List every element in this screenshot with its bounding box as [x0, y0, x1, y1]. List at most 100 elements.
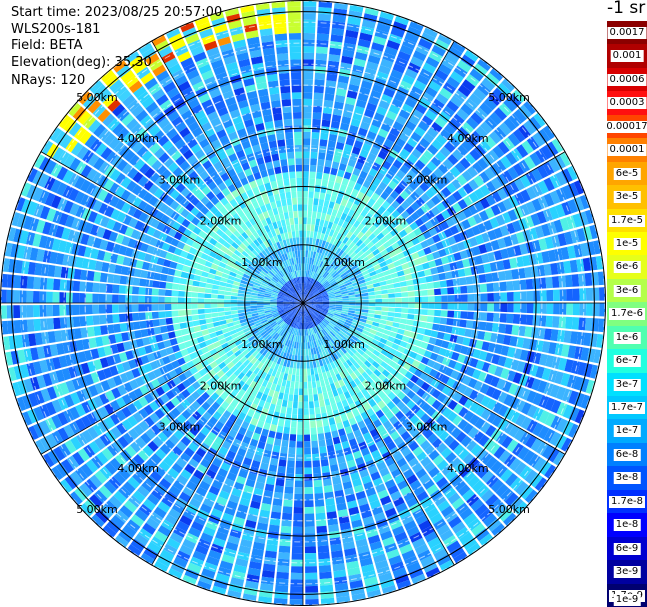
range-gate-cell: [316, 171, 323, 180]
range-gate-cell: [432, 98, 445, 111]
range-gate-cell: [368, 207, 377, 216]
range-gate-cell: [307, 315, 312, 322]
range-gate-cell: [305, 579, 318, 587]
range-gate-cell: [318, 0, 333, 8]
range-gate-cell: [295, 467, 303, 475]
range-gate-cell: [391, 343, 400, 351]
range-gate-cell: [304, 513, 315, 521]
range-gate-cell: [339, 183, 347, 192]
range-gate-cell: [352, 236, 360, 244]
range-gate-cell: [365, 376, 374, 385]
range-gate-cell: [32, 290, 40, 303]
range-gate-cell: [391, 396, 401, 406]
range-gate-cell: [453, 343, 463, 353]
range-gate-cell: [485, 194, 496, 206]
range-gate-cell: [318, 314, 325, 320]
range-gate-cell: [382, 241, 391, 249]
range-gate-cell: [274, 485, 284, 493]
range-gate-cell: [339, 363, 347, 372]
range-gate-cell: [322, 319, 329, 325]
range-gate-cell: [343, 143, 353, 153]
range-gate-cell: [315, 295, 322, 299]
range-gate-cell: [539, 303, 547, 314]
range-gate-cell: [276, 425, 284, 434]
range-gate-cell: [325, 404, 332, 413]
range-gate-cell: [419, 181, 430, 192]
range-gate-cell: [314, 486, 323, 494]
range-gate-cell: [503, 394, 514, 407]
range-gate-cell: [406, 526, 420, 537]
range-gate-cell: [364, 158, 374, 168]
range-gate-cell: [334, 395, 341, 403]
range-gate-cell: [308, 244, 312, 251]
range-gate-cell: [374, 290, 382, 295]
range-gate-cell: [309, 304, 317, 306]
range-gate-cell: [152, 319, 160, 327]
range-gate-cell: [425, 253, 435, 262]
range-gate-cell: [306, 308, 311, 314]
range-gate-cell: [159, 318, 167, 326]
range-gate-cell: [309, 264, 313, 272]
range-gate-cell: [591, 272, 599, 286]
range-gate-cell: [452, 415, 463, 427]
range-gate-cell: [441, 464, 453, 476]
range-gate-cell: [368, 306, 376, 311]
range-gate-cell: [353, 58, 366, 68]
range-gate-cell: [433, 281, 441, 289]
range-gate-cell: [349, 261, 356, 268]
range-gate-cell: [345, 382, 353, 391]
range-gate-cell: [381, 298, 389, 303]
range-gate-cell: [385, 364, 394, 373]
range-gate-cell: [323, 199, 330, 208]
range-gate-cell: [413, 284, 421, 291]
range-gate-cell: [273, 411, 280, 419]
range-gate-cell: [391, 98, 404, 109]
range-gate-cell: [579, 288, 587, 301]
range-gate-cell: [329, 215, 336, 223]
range-gate-cell: [412, 508, 425, 520]
range-gate-cell: [407, 285, 415, 292]
range-gate-cell: [315, 339, 320, 347]
range-gate-cell: [339, 286, 347, 291]
range-gate-cell: [85, 281, 94, 292]
range-gate-cell: [342, 254, 350, 261]
range-gate-cell: [579, 194, 591, 210]
range-gate-cell: [46, 304, 54, 317]
range-gate-cell: [528, 339, 538, 351]
range-gate-cell: [436, 442, 448, 454]
range-gate-cell: [378, 181, 388, 191]
range-gate-cell: [318, 393, 324, 401]
range-gate-cell: [423, 350, 433, 359]
range-gate-cell: [328, 417, 336, 426]
range-gate-cell: [466, 116, 479, 130]
range-gate-cell: [565, 274, 573, 288]
range-gate-cell: [424, 444, 436, 456]
range-gate-cell: [369, 215, 378, 225]
range-gate-cell: [338, 204, 346, 213]
range-gate-cell: [340, 347, 348, 354]
range-gate-cell: [497, 237, 507, 249]
range-gate-cell: [323, 234, 329, 242]
range-gate-cell: [499, 281, 507, 292]
range-gate-cell: [537, 128, 551, 144]
range-gate-cell: [388, 303, 396, 308]
range-gate-cell: [481, 470, 494, 484]
range-gate-cell: [509, 335, 518, 347]
range-gate-cell: [132, 312, 140, 321]
range-gate-cell: [457, 484, 471, 497]
range-gate-cell: [390, 190, 400, 200]
range-gate-cell: [506, 370, 516, 382]
range-gate-cell: [545, 315, 553, 328]
range-gate-cell: [394, 573, 410, 585]
range-gate-cell: [151, 311, 159, 319]
range-gate-cell: [384, 479, 396, 489]
range-gate-cell: [534, 225, 545, 239]
range-gate-cell: [353, 450, 363, 460]
range-gate-cell: [256, 298, 264, 301]
range-gate-cell: [467, 475, 480, 488]
range-gate-cell: [283, 499, 293, 507]
range-gate-cell: [308, 285, 313, 292]
range-gate-cell: [439, 128, 452, 141]
range-gate-cell: [434, 295, 442, 302]
range-gate-cell: [429, 512, 443, 525]
